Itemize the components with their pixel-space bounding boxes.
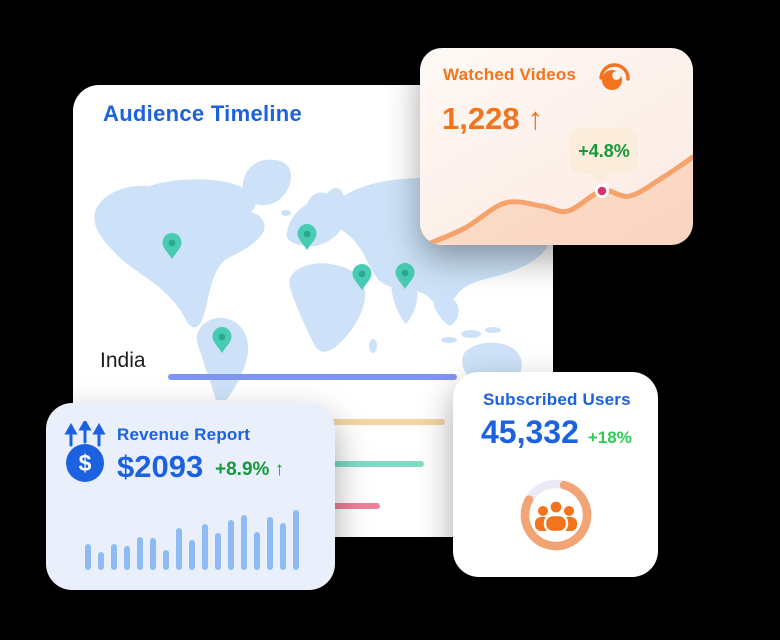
subscribed-users-card[interactable]: Subscribed Users 45,332 +18% — [453, 372, 658, 577]
map-pin-india[interactable] — [395, 263, 415, 289]
revenue-bar-1 — [85, 544, 91, 570]
subscribed-users-title: Subscribed Users — [483, 390, 631, 409]
revenue-bar-11 — [215, 533, 221, 570]
revenue-bar-3 — [111, 544, 117, 570]
revenue-bar-12 — [228, 520, 234, 570]
revenue-bar-5 — [137, 537, 143, 570]
revenue-bar-2 — [98, 552, 104, 570]
subscribed-users-value-row: 45,332 +18% — [481, 414, 632, 451]
country-label-india: India — [100, 349, 146, 372]
revenue-bar-4 — [124, 546, 130, 570]
line-chart-line — [425, 154, 693, 245]
revenue-bar-6 — [150, 538, 156, 570]
map-pin-south-america[interactable] — [212, 327, 232, 353]
audience-card-title: Audience Timeline — [103, 101, 303, 126]
data-point-dot — [597, 186, 607, 196]
progress-ring — [520, 479, 591, 551]
revenue-delta: +8.9% ↑ — [215, 459, 285, 480]
watched-videos-card[interactable]: Watched Videos 1,228 ↑ +4.8% — [420, 48, 693, 245]
revenue-bar-15 — [267, 517, 273, 570]
watched-videos-value: 1,228 ↑ — [442, 101, 543, 137]
revenue-report-card[interactable]: $ Revenue Report $2093 +8.9% ↑ — [46, 403, 335, 590]
revenue-bar-7 — [163, 550, 169, 570]
subscribed-users-count: 45,332 — [481, 414, 579, 450]
watched-videos-line-chart — [425, 154, 693, 245]
revenue-value: $2093 — [117, 449, 204, 484]
dollar-growth-icon: $ — [64, 421, 106, 482]
tooltip-badge: +4.8% — [570, 128, 638, 174]
line-chart-area — [428, 157, 693, 245]
map-pins — [162, 224, 415, 353]
svg-text:$: $ — [79, 450, 92, 476]
users-group-icon — [534, 499, 577, 534]
watched-videos-count: 1,228 — [442, 101, 520, 136]
audience-bar-india — [168, 374, 457, 380]
subscribed-users-delta: +18% — [587, 428, 632, 447]
revenue-bar-9 — [189, 540, 195, 570]
revenue-bar-8 — [176, 528, 182, 570]
revenue-bar-14 — [254, 532, 260, 570]
revenue-report-title: Revenue Report — [117, 425, 251, 444]
eye-icon — [599, 63, 630, 90]
revenue-bar-13 — [241, 515, 247, 570]
tooltip-percent: +4.8% — [578, 140, 630, 161]
revenue-bar-16 — [280, 523, 286, 570]
revenue-bar-10 — [202, 524, 208, 570]
watched-videos-title: Watched Videos — [443, 65, 577, 84]
revenue-bar-chart — [85, 508, 307, 570]
map-pin-europe[interactable] — [297, 224, 317, 250]
revenue-bar-17 — [293, 510, 299, 570]
ring-progress — [520, 479, 591, 551]
map-pin-north-america[interactable] — [162, 233, 182, 259]
map-pin-middle-east[interactable] — [352, 264, 372, 290]
up-arrow: ↑ — [527, 101, 544, 136]
